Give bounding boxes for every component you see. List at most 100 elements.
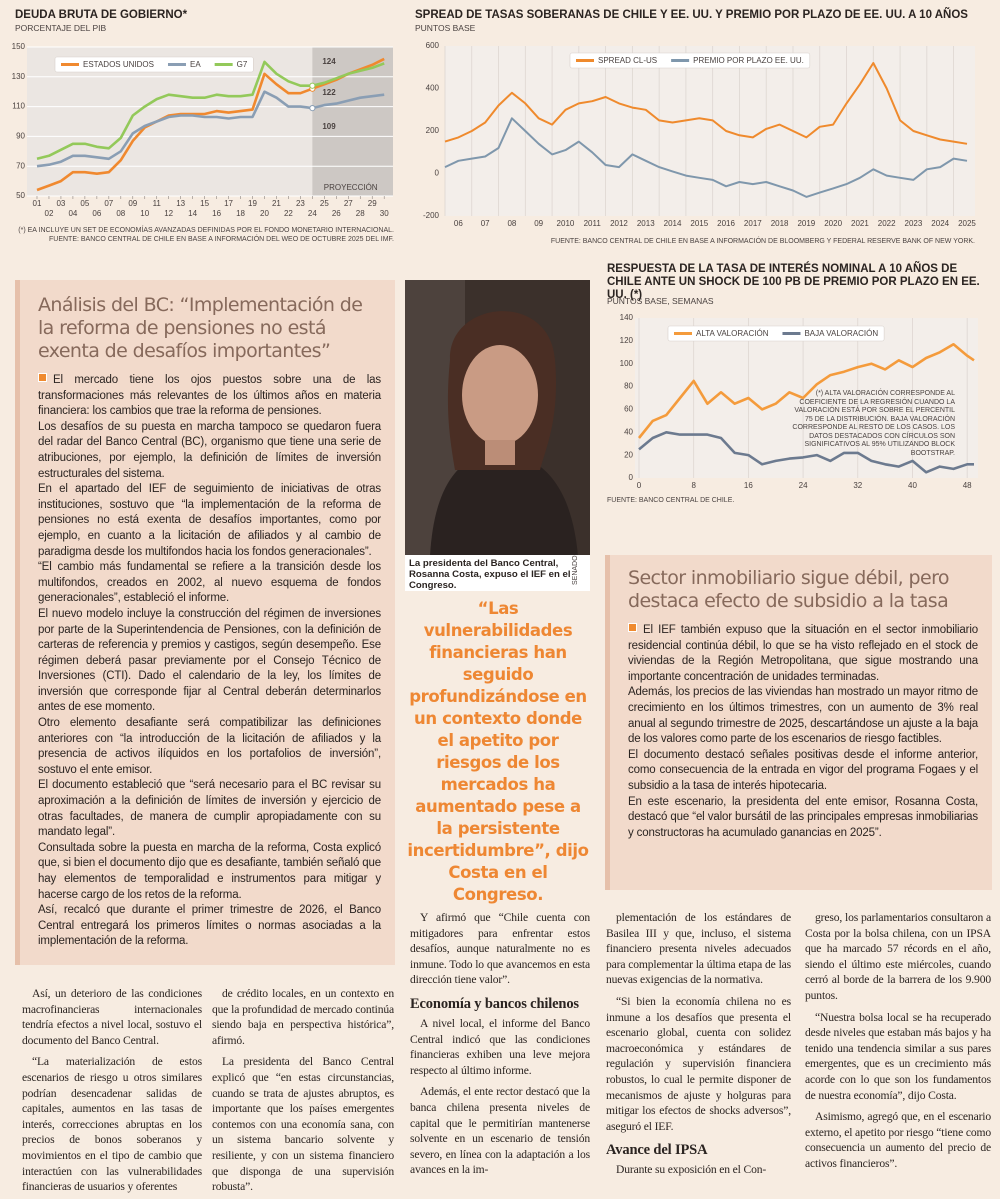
chart-title: SPREAD DE TASAS SOBERANAS DE CHILE Y EE.… — [415, 9, 968, 21]
photo-caption: La presidenta del Banco Central, Rosanna… — [405, 555, 590, 591]
y-tick-label: 140 — [620, 313, 634, 322]
body-paragraph: Así, un deterioro de las condiciones mac… — [22, 987, 202, 1047]
x-tick-label: 09 — [128, 199, 137, 208]
x-tick-label: 08 — [507, 219, 516, 228]
chart-footnote: (*) EA INCLUYE UN SET DE ECONOMÍAS AVANZ… — [18, 227, 394, 234]
x-tick-label: 2013 — [637, 219, 655, 228]
y-tick-label: 40 — [624, 427, 633, 436]
body-paragraph: Asimismo, agregó que, en el escenario ex… — [805, 1110, 991, 1170]
text-column: Y afirmó que “Chile cuenta con mitigador… — [410, 910, 590, 1178]
y-tick-label: 80 — [624, 382, 633, 391]
chart-source: FUENTE: BANCO CENTRAL DE CHILE EN BASE A… — [550, 238, 975, 245]
x-tick-label: 12 — [164, 209, 173, 218]
article-paragraph: “El cambio más fundamental se refiere a … — [38, 561, 381, 605]
value-label: 109 — [322, 122, 336, 131]
y-tick-label: 90 — [16, 132, 25, 141]
article-inmobiliario-box: Sector inmobiliario sigue débil, pero de… — [605, 555, 992, 890]
x-tick-label: 2017 — [744, 219, 762, 228]
series-line — [637, 343, 975, 439]
x-tick-label: 2016 — [717, 219, 735, 228]
chart-subtitle: PORCENTAJE DEL PIB — [15, 23, 107, 33]
body-paragraph: La presidenta del Banco Central explicó … — [212, 1055, 394, 1194]
body-paragraph: A nivel local, el informe del Banco Cent… — [410, 1016, 590, 1077]
x-tick-label: 2014 — [664, 219, 682, 228]
x-tick-label: 2015 — [690, 219, 708, 228]
body-paragraph: Además, el ente rector destacó que la ba… — [410, 1085, 590, 1177]
plot-area — [445, 46, 975, 216]
x-tick-label: 07 — [104, 199, 113, 208]
x-tick-label: 20 — [260, 209, 269, 218]
series-line — [36, 60, 385, 161]
chart-0: PROYECCIÓN507090110130150010203040506070… — [12, 42, 393, 218]
pull-quote: “Las vulnerabilidades financieras han se… — [407, 599, 589, 904]
article-paragraph: El mercado tiene los ojos puestos sobre … — [38, 373, 381, 420]
x-tick-label: 13 — [176, 199, 185, 208]
text-column: Así, un deterioro de las condiciones mac… — [22, 986, 202, 1195]
x-tick-label: 11 — [153, 199, 162, 208]
x-tick-label: 2025 — [958, 219, 976, 228]
x-tick-label: 27 — [344, 199, 353, 208]
projection-label: PROYECCIÓN — [324, 183, 378, 192]
x-tick-label: 2020 — [824, 219, 842, 228]
article-paragraph: Los desafíos de su puesta en marcha tamp… — [38, 420, 381, 480]
chart-subtitle: PUNTOS BASE, SEMANAS — [607, 296, 714, 306]
article-paragraph: Consultada sobre la puesta en marcha de … — [38, 841, 381, 901]
body-paragraph: greso, los parlamentarios consultaron a … — [805, 911, 991, 1002]
y-tick-label: 0 — [435, 169, 440, 178]
legend-frame — [54, 56, 254, 73]
body-paragraph: “Nuestra bolsa local se ha recuperado de… — [805, 1010, 991, 1102]
x-tick-label: 04 — [68, 209, 77, 218]
photo-credit: SENADO — [572, 555, 579, 585]
x-tick-label: 17 — [224, 199, 233, 208]
series-line — [638, 431, 974, 474]
series-line — [444, 117, 968, 198]
x-tick-label: 10 — [140, 209, 149, 218]
x-tick-label: 07 — [481, 219, 490, 228]
value-label: 122 — [322, 88, 336, 97]
article-paragraph: El documento destacó señales positivas d… — [628, 748, 978, 792]
x-tick-label: 18 — [236, 209, 245, 218]
x-tick-label: 06 — [92, 209, 101, 218]
body-paragraph: Y afirmó que “Chile cuenta con mitigador… — [410, 911, 590, 987]
x-tick-label: 14 — [188, 209, 197, 218]
chart-1: -200 0 200 400 600 06 07 08 09 2010 2011 2012 2013 20… — [423, 41, 976, 228]
x-tick-label: 2022 — [878, 219, 896, 228]
photo-neck — [485, 440, 515, 465]
legend-frame — [569, 52, 811, 69]
article-paragraph: En el apartado del IEF de seguimiento de… — [38, 483, 381, 558]
x-tick-label: 25 — [320, 199, 329, 208]
x-tick-label: 05 — [80, 199, 89, 208]
x-tick-label: 2010 — [557, 219, 575, 228]
text-column: de crédito locales, en un contexto en qu… — [212, 986, 394, 1195]
chart-source: FUENTE: BANCO CENTRAL DE CHILE. — [607, 497, 735, 504]
x-tick-label: 15 — [200, 199, 209, 208]
x-tick-label: 8 — [691, 481, 696, 490]
y-tick-label: 0 — [629, 473, 634, 482]
y-tick-label: 100 — [620, 359, 634, 368]
portrait — [405, 280, 590, 556]
article-title: Análisis del BC: “Implementación de la r… — [38, 294, 363, 362]
charts-layer: PROYECCIÓN507090110130150010203040506070… — [12, 41, 978, 556]
chart-2: 0 20 40 60 80 100 120 140 0 8 16 24 32 40 48 ALTA VALOR… — [620, 313, 978, 490]
legend-label: PREMIO POR PLAZO EE. UU. — [693, 56, 804, 65]
series-line — [36, 90, 385, 168]
x-tick-label: 28 — [356, 209, 365, 218]
x-tick-label: 23 — [296, 199, 305, 208]
y-tick-label: 130 — [12, 72, 26, 81]
x-tick-label: 2018 — [771, 219, 789, 228]
chart-subtitle: PUNTOS BASE — [415, 23, 476, 33]
legend-frame — [667, 325, 885, 342]
x-tick-label: 16 — [212, 209, 221, 218]
legend: SPREAD CL-US PREMIO POR PLAZO EE. UU. — [569, 52, 811, 69]
x-tick-label: 24 — [308, 209, 317, 218]
section-heading: Economía y bancos chilenos — [410, 995, 579, 1012]
photo-body — [430, 450, 578, 556]
legend-label: BAJA VALORACIÓN — [804, 329, 878, 338]
y-tick-label: 70 — [16, 161, 25, 170]
x-tick-label: 26 — [332, 209, 341, 218]
x-tick-label: 21 — [272, 199, 281, 208]
x-tick-label: 08 — [116, 209, 125, 218]
y-tick-label: 60 — [624, 405, 633, 414]
chart-title: DEUDA BRUTA DE GOBIERNO* — [15, 9, 188, 21]
